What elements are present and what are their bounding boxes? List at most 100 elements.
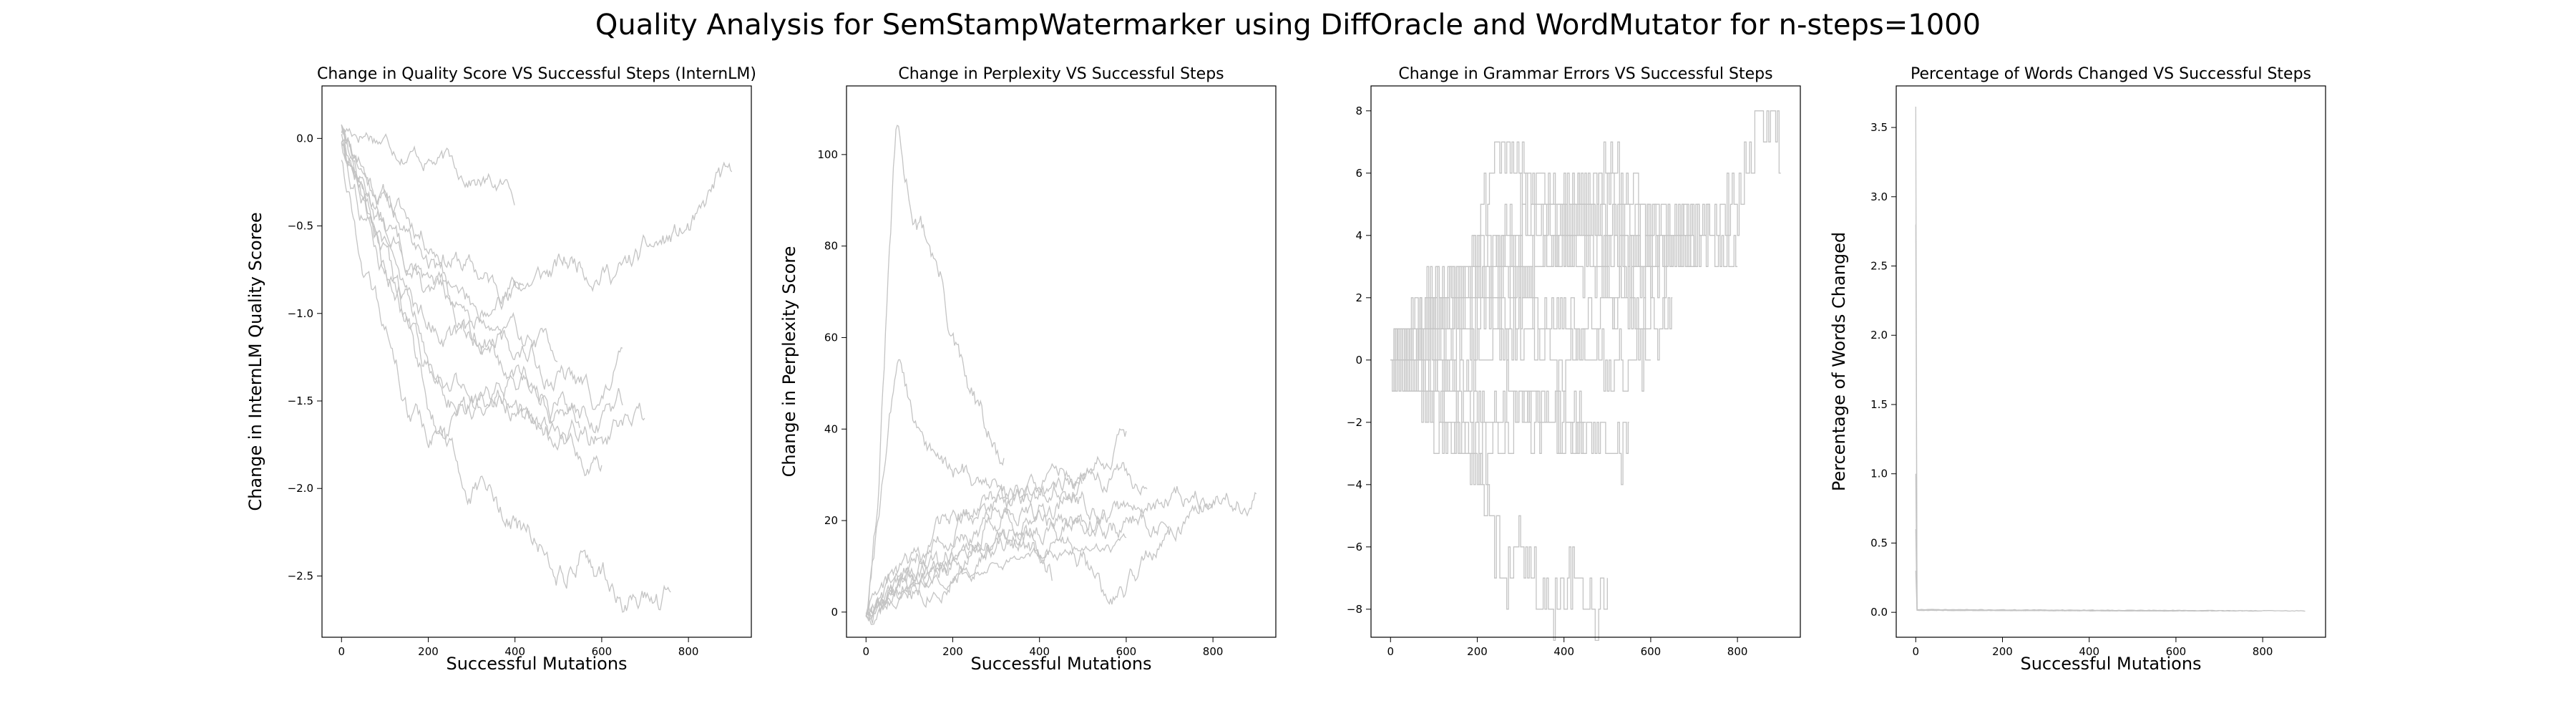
figure-suptitle: Quality Analysis for SemStampWatermarker… xyxy=(595,9,1981,42)
y-tick-label: −8 xyxy=(1347,603,1362,616)
series-line-10 xyxy=(1390,141,1695,361)
panel-title: Change in Quality Score VS Successful St… xyxy=(317,65,756,83)
y-axis-ticks: 0.0 0.5 1.0 1.5 2.0 2.5 3.0 3.5 xyxy=(1870,121,1896,619)
x-tick-label: 200 xyxy=(942,645,963,658)
y-tick-label: 0 xyxy=(1355,354,1362,367)
x-tick-label: 0 xyxy=(862,645,869,658)
series-line-6 xyxy=(865,462,1148,620)
series-line-8 xyxy=(865,500,1213,616)
plot-frame xyxy=(321,85,752,638)
panel-title: Change in Grammar Errors VS Successful S… xyxy=(1398,65,1772,83)
series-line-3 xyxy=(865,485,1257,619)
series-line-5 xyxy=(865,509,1170,616)
plot-frame xyxy=(1370,85,1801,638)
x-tick-label: 800 xyxy=(678,645,699,658)
y-tick-label: −1.5 xyxy=(288,395,313,407)
x-tick-label: 200 xyxy=(1992,645,2013,658)
y-tick-label: −2 xyxy=(1347,416,1362,429)
y-axis-label: Percentage of Words Changed xyxy=(1829,232,1849,491)
x-tick-label: 800 xyxy=(1727,645,1748,658)
series-line-9 xyxy=(865,480,1105,616)
y-tick-label: 8 xyxy=(1355,105,1362,117)
series-line-4 xyxy=(865,427,1127,624)
series-line-9 xyxy=(341,124,558,362)
x-tick-label: 200 xyxy=(1467,645,1488,658)
series-line-3 xyxy=(1915,473,2219,612)
y-tick-label: 0.0 xyxy=(296,132,313,145)
x-tick-label: 400 xyxy=(1553,645,1574,658)
panel-title: Change in Perplexity VS Successful Steps xyxy=(898,65,1224,83)
y-axis-ticks: 0 20 40 60 80 100 xyxy=(817,148,847,619)
x-tick-label: 400 xyxy=(2079,645,2099,658)
y-tick-label: 1.5 xyxy=(1870,398,1888,411)
y-tick-label: −2.0 xyxy=(288,482,313,495)
x-tick-label: 600 xyxy=(1116,645,1137,658)
y-tick-label: 1.0 xyxy=(1870,468,1888,480)
x-tick-label: 600 xyxy=(592,645,613,658)
y-tick-label: −0.5 xyxy=(288,220,313,233)
y-tick-label: 2.0 xyxy=(1870,329,1888,342)
y-tick-label: 0 xyxy=(831,606,838,619)
series-line-5 xyxy=(341,160,623,448)
y-tick-label: −6 xyxy=(1347,541,1362,553)
y-tick-label: −4 xyxy=(1347,478,1362,491)
y-axis-label: Change in InternLM Quality Scoree xyxy=(245,212,265,511)
series-line-6 xyxy=(1390,328,1629,485)
x-axis-ticks: 0 200 400 600 800 xyxy=(338,637,698,658)
plot-frame xyxy=(1896,85,2326,638)
plot-frame xyxy=(846,85,1277,638)
series-lines xyxy=(865,125,1257,625)
series-line-7 xyxy=(1390,203,1738,361)
series-line-2 xyxy=(341,134,671,613)
series-line-10 xyxy=(341,142,645,451)
x-axis-ticks: 0 200 400 600 800 xyxy=(862,637,1223,658)
x-tick-label: 600 xyxy=(1641,645,1662,658)
series-line-4 xyxy=(341,125,602,477)
series-line-7 xyxy=(341,127,515,205)
series-line-10 xyxy=(865,533,1127,617)
x-axis-label: Successful Mutations xyxy=(970,654,1151,674)
series-line-8 xyxy=(341,137,580,428)
x-tick-label: 600 xyxy=(2166,645,2187,658)
x-axis-label: Successful Mutations xyxy=(2020,654,2201,674)
y-tick-label: 80 xyxy=(824,240,838,253)
series-line-6 xyxy=(341,139,525,331)
x-tick-label: 0 xyxy=(1912,645,1919,658)
y-tick-label: 3.0 xyxy=(1870,190,1888,203)
x-tick-label: 200 xyxy=(418,645,439,658)
series-line-2 xyxy=(1915,224,2262,612)
y-tick-label: 100 xyxy=(817,148,838,161)
y-tick-label: 40 xyxy=(824,422,838,435)
y-axis-label: Change in Perplexity Score xyxy=(779,246,799,478)
x-axis-ticks: 0 200 400 600 800 xyxy=(1912,637,2273,658)
x-tick-label: 800 xyxy=(1203,645,1224,658)
y-tick-label: 2 xyxy=(1355,291,1362,304)
x-tick-label: 400 xyxy=(504,645,525,658)
y-tick-label: −1.0 xyxy=(288,307,313,320)
x-tick-label: 800 xyxy=(2253,645,2273,658)
y-axis-ticks: −2.5 −2.0 −1.5 −1.0 −0.5 0.0 xyxy=(288,132,322,582)
x-tick-label: 400 xyxy=(1029,645,1050,658)
y-tick-label: 0.5 xyxy=(1870,536,1888,549)
grammar-errors-panel: Change in Grammar Errors VS Successful S… xyxy=(1347,65,1801,658)
y-tick-label: 6 xyxy=(1355,167,1362,180)
series-line-1 xyxy=(1915,106,2306,612)
series-line-5 xyxy=(1915,571,2175,612)
words-changed-panel: Percentage of Words Changed VS Successfu… xyxy=(1829,65,2326,674)
x-axis-ticks: 0 200 400 600 800 xyxy=(1387,637,1747,658)
series-line-1 xyxy=(865,125,1005,618)
y-tick-label: 60 xyxy=(824,331,838,344)
x-axis-label: Successful Mutations xyxy=(446,654,627,674)
quality-score-panel: Change in Quality Score VS Successful St… xyxy=(245,65,756,674)
perplexity-panel: Change in Perplexity VS Successful Steps… xyxy=(779,65,1277,674)
x-tick-label: 0 xyxy=(338,645,345,658)
series-line-1 xyxy=(341,125,733,311)
series-lines xyxy=(1915,106,2306,612)
series-lines xyxy=(341,124,733,613)
y-axis-ticks: −8 −6 −4 −2 0 2 4 6 8 xyxy=(1347,105,1371,616)
y-tick-label: 4 xyxy=(1355,229,1362,242)
y-tick-label: −2.5 xyxy=(288,569,313,582)
series-line-3 xyxy=(341,142,623,410)
y-tick-label: 3.5 xyxy=(1870,121,1888,134)
